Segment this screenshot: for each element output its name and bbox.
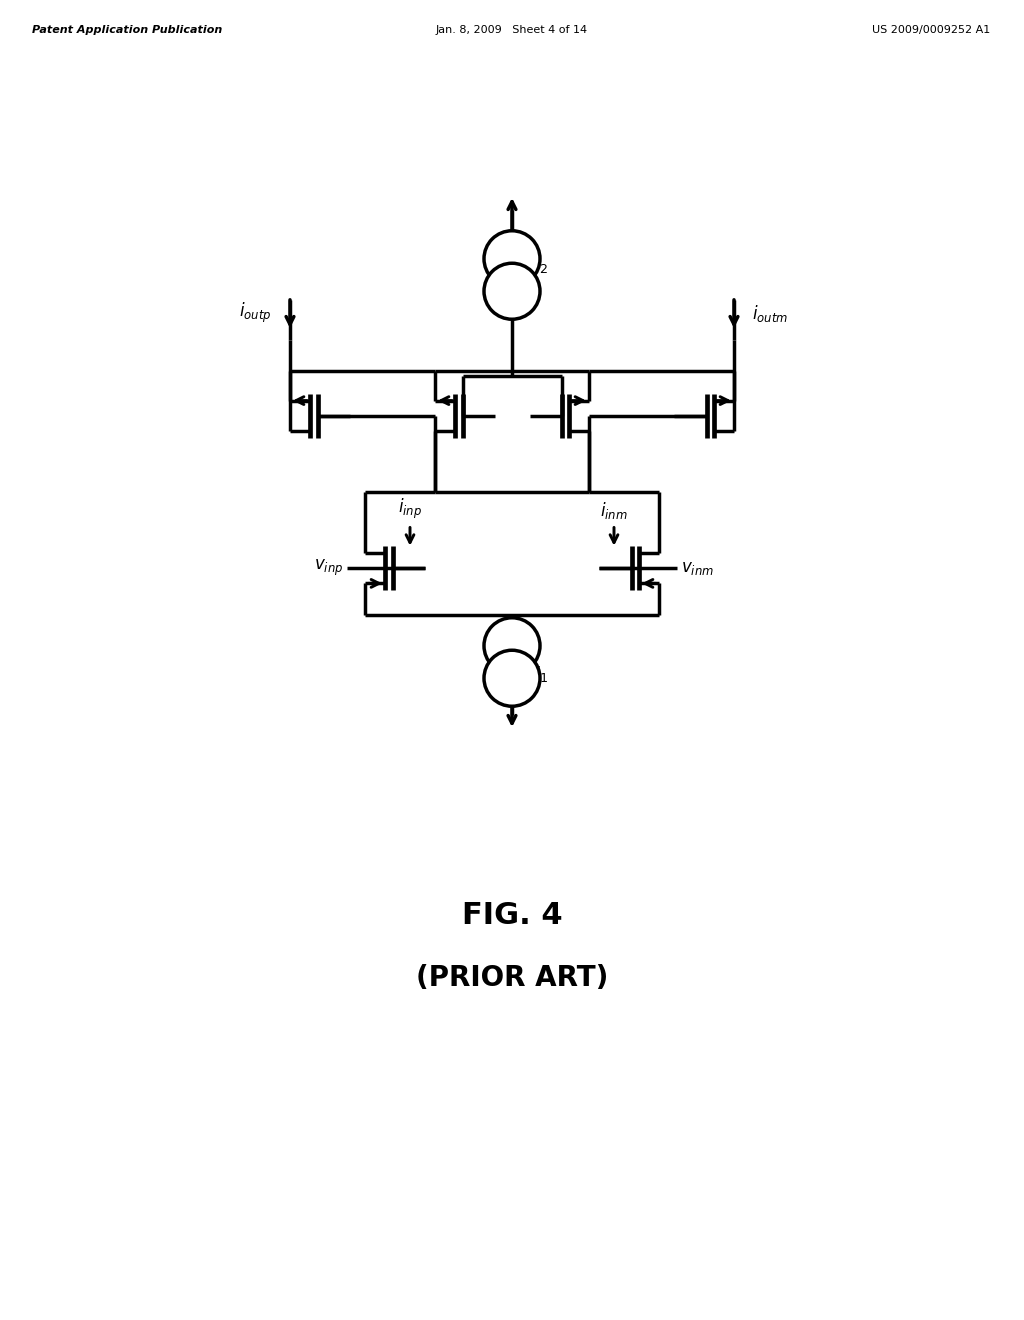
Circle shape: [484, 618, 540, 673]
Text: US 2009/0009252 A1: US 2009/0009252 A1: [871, 25, 990, 36]
Circle shape: [484, 231, 540, 286]
Text: Patent Application Publication: Patent Application Publication: [32, 25, 222, 36]
Circle shape: [484, 263, 540, 319]
Text: FIG. 4: FIG. 4: [462, 900, 562, 929]
Text: $I_2$: $I_2$: [534, 255, 548, 275]
Text: $i_{inp}$: $i_{inp}$: [398, 496, 422, 520]
Text: (PRIOR ART): (PRIOR ART): [416, 964, 608, 993]
Text: $I_1$: $I_1$: [534, 664, 548, 684]
Text: Jan. 8, 2009   Sheet 4 of 14: Jan. 8, 2009 Sheet 4 of 14: [436, 25, 588, 36]
Text: $i_{outp}$: $i_{outp}$: [240, 301, 272, 325]
Circle shape: [484, 651, 540, 706]
Text: $i_{outm}$: $i_{outm}$: [752, 302, 788, 323]
Text: $i_{inm}$: $i_{inm}$: [600, 499, 628, 520]
Text: $v_{inm}$: $v_{inm}$: [681, 558, 714, 577]
Text: $v_{inp}$: $v_{inp}$: [313, 558, 343, 578]
